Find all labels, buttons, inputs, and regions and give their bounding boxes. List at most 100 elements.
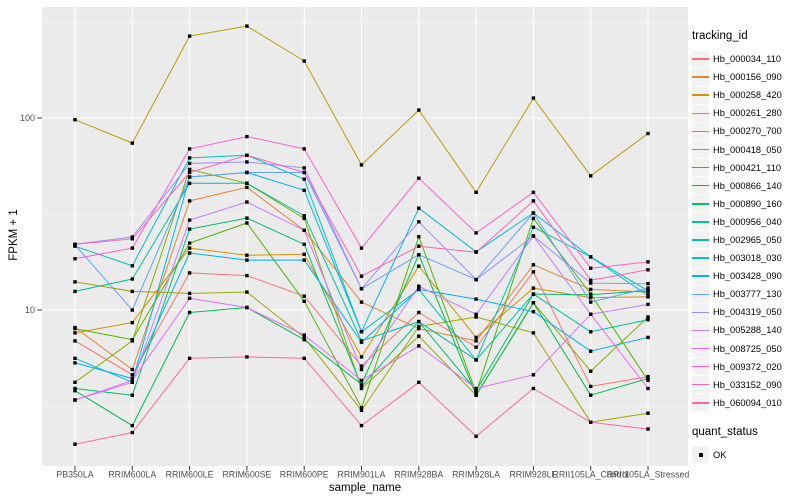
line-swatch-icon (692, 94, 709, 96)
data-point (359, 406, 364, 410)
data-point (302, 188, 306, 192)
data-point (130, 367, 134, 372)
data-point (302, 216, 306, 221)
x-tick-label: RRIM600LA (108, 470, 156, 480)
data-point (130, 393, 134, 397)
x-tick-label: RRII105LA_Stressed (607, 470, 690, 480)
data-point (302, 335, 306, 340)
data-point (73, 356, 77, 360)
legend-item-label: Hb_003428_090 (713, 271, 782, 282)
data-point (302, 147, 306, 151)
data-point (187, 181, 192, 185)
data-point (187, 34, 192, 38)
line-swatch-icon (692, 58, 709, 60)
line-swatch-icon (692, 347, 709, 350)
data-point (589, 266, 593, 270)
data-point (474, 297, 478, 301)
legend-items-tracking-id: Hb_000034_110 Hb_000156_090 Hb_000258_420 H… (692, 50, 798, 412)
data-point (417, 253, 421, 257)
data-point (474, 231, 478, 235)
legend-key (692, 321, 709, 339)
line-swatch-icon (692, 311, 709, 314)
legend-title-quant-status: quant_status (692, 425, 758, 438)
data-point (589, 349, 593, 353)
data-point (531, 263, 536, 267)
legend-item-label: Hb_008725_050 (713, 343, 782, 354)
data-point (417, 264, 421, 268)
data-point (73, 361, 77, 365)
x-tick-label: RRIM928LE (509, 470, 557, 480)
data-point (187, 147, 192, 151)
data-point (245, 200, 249, 204)
data-point (73, 386, 77, 391)
data-point (589, 293, 593, 297)
legend-key (692, 249, 709, 267)
legend-item-label: OK (713, 449, 727, 460)
legend-key (692, 213, 709, 231)
data-point (73, 257, 77, 261)
line-swatch-icon (692, 148, 709, 151)
data-point (73, 289, 77, 294)
line-swatch-icon (692, 239, 709, 241)
data-point (359, 300, 364, 304)
legend-key (692, 394, 709, 412)
data-point (302, 214, 306, 218)
data-point (245, 290, 249, 294)
data-point (130, 338, 134, 342)
data-point (130, 141, 134, 145)
data-point (245, 153, 249, 157)
data-point (245, 134, 249, 139)
data-point (531, 96, 536, 100)
data-point (417, 334, 421, 338)
line-swatch-icon (692, 275, 709, 277)
data-point (646, 411, 650, 415)
data-point (130, 237, 134, 241)
legend-key (692, 104, 709, 122)
data-point (474, 339, 478, 343)
legend-item-ok: OK (692, 446, 798, 464)
data-point (302, 170, 306, 175)
legend-item-Hb_060094_010: Hb_060094_010 (692, 394, 798, 412)
data-point (130, 264, 134, 268)
data-point (417, 108, 421, 112)
legend-key (692, 231, 709, 249)
legend-key (692, 177, 709, 195)
data-point (531, 225, 536, 229)
data-point (130, 430, 134, 435)
data-point (73, 242, 77, 246)
data-point (474, 190, 478, 194)
legend-key (692, 50, 709, 68)
legend-item-label: Hb_000261_280 (713, 108, 782, 119)
line-swatch-icon (692, 112, 709, 115)
data-point (531, 386, 536, 391)
line-swatch-icon (692, 293, 709, 296)
data-point (646, 302, 650, 307)
data-point (417, 176, 421, 180)
data-point (359, 330, 364, 334)
data-point (130, 289, 134, 294)
data-point (245, 216, 249, 220)
data-point (531, 199, 536, 203)
data-point (302, 177, 306, 181)
data-point (474, 358, 478, 362)
data-point (531, 292, 536, 296)
legend-item-label: Hb_000418_050 (713, 144, 782, 155)
x-axis-title: sample_name (328, 482, 402, 494)
legend-key (692, 68, 709, 86)
line-swatch-icon (692, 329, 709, 332)
data-point (359, 382, 364, 386)
data-point (589, 393, 593, 397)
data-point (302, 59, 306, 63)
data-point (302, 294, 306, 298)
data-point (589, 330, 593, 334)
data-point (73, 380, 77, 384)
data-point (130, 378, 134, 383)
legend-key (692, 340, 709, 358)
data-point (130, 320, 134, 325)
line-swatch-icon (692, 76, 709, 78)
data-point (245, 160, 249, 164)
data-point (359, 386, 364, 391)
data-point (245, 258, 249, 262)
legend-key (692, 285, 709, 303)
square-marker-icon (698, 452, 703, 457)
